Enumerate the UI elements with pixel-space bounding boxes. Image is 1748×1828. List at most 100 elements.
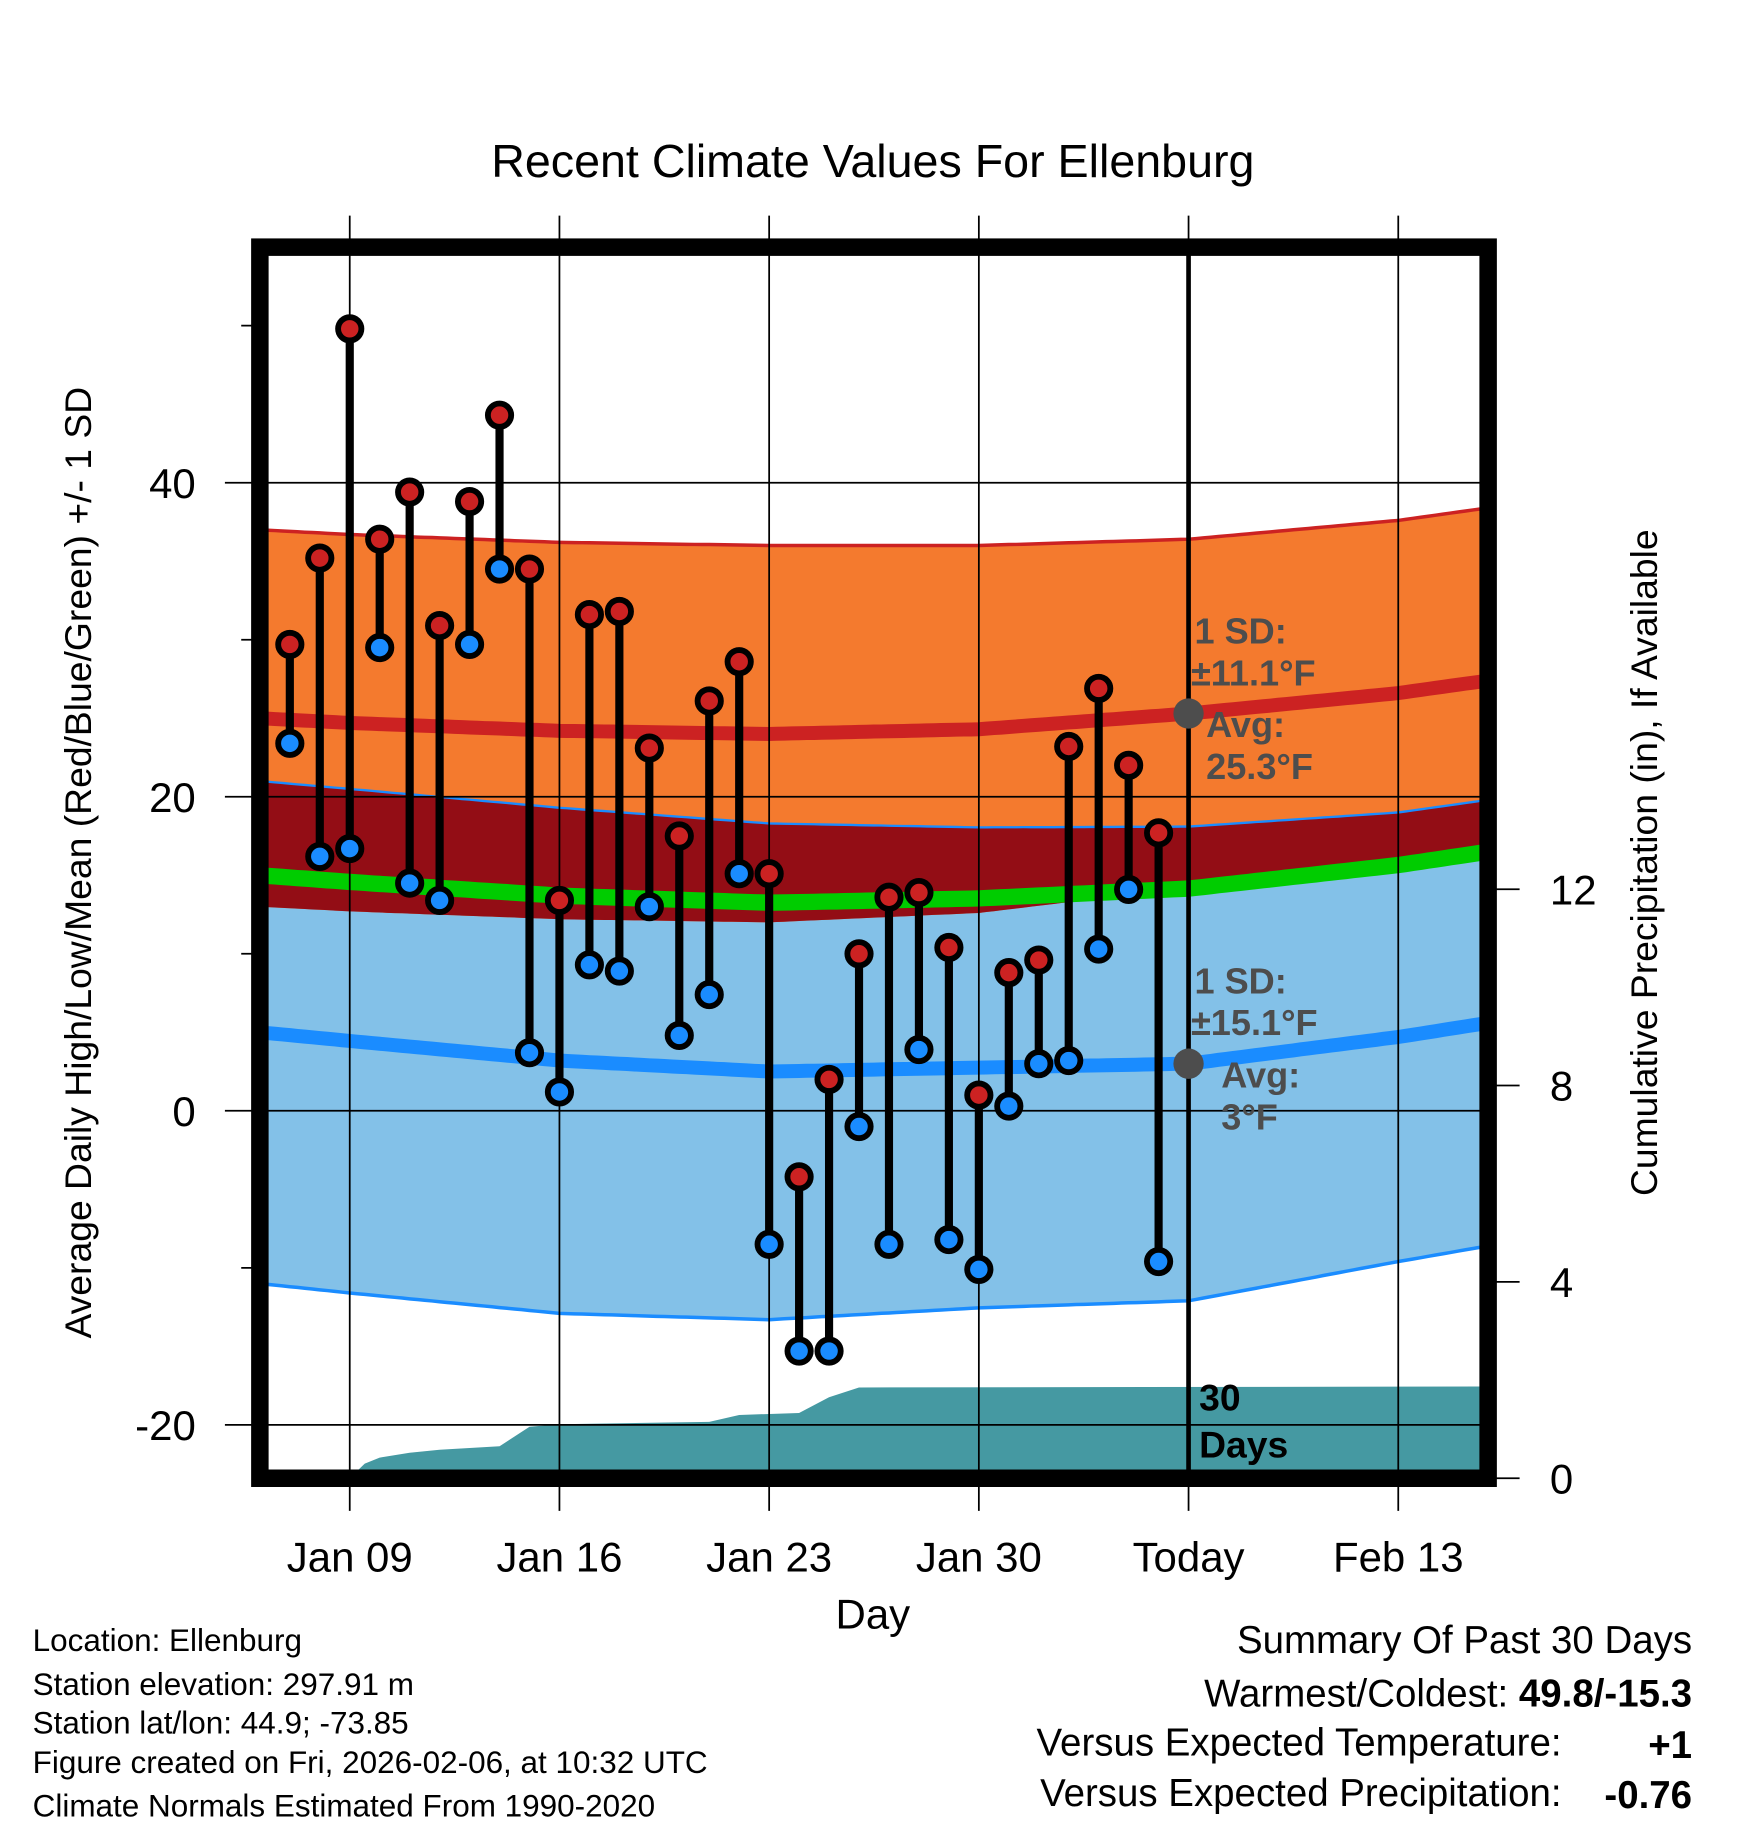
daily-low-point xyxy=(814,1336,844,1366)
daily-low-point xyxy=(1054,1045,1084,1076)
daily-high-point xyxy=(484,400,515,430)
daily-low-point xyxy=(994,1091,1024,1121)
daily-high-point xyxy=(1024,945,1054,975)
warmest-coldest-value: 49.8/-15.3 xyxy=(1519,1673,1692,1716)
daily-high-point xyxy=(574,600,604,630)
low-avg-value: 3°F xyxy=(1221,1097,1278,1138)
daily-low-point xyxy=(724,859,754,889)
daily-high-point xyxy=(425,611,455,641)
daily-high-point xyxy=(904,877,934,908)
observed-series xyxy=(275,314,1204,1366)
daily-high-point xyxy=(514,554,545,584)
daily-high-point xyxy=(994,958,1024,988)
location-text: Location: Ellenburg xyxy=(33,1623,302,1658)
x-tick-label: Feb 13 xyxy=(1333,1534,1464,1581)
y2-axis-title: Cumulative Precipitation (in), If Availa… xyxy=(1623,529,1665,1196)
daily-high-point xyxy=(1114,750,1144,780)
chart-title: Recent Climate Values For Ellenburg xyxy=(491,135,1254,187)
daily-high-point xyxy=(1084,673,1114,703)
daily-high-point xyxy=(455,486,485,517)
high-avg-label: Avg: xyxy=(1206,704,1285,745)
daily-low-point xyxy=(934,1224,964,1255)
normal-bands xyxy=(268,507,1480,1471)
latlon-text: Station lat/lon: 44.9; -73.85 xyxy=(33,1706,409,1741)
daily-high-point xyxy=(634,733,664,763)
x-axis-title: Day xyxy=(836,1591,911,1638)
daily-high-point xyxy=(305,543,335,573)
daily-low-point xyxy=(754,1229,784,1259)
low-sd-label: 1 SD: xyxy=(1194,960,1286,1001)
high-avg-value: 25.3°F xyxy=(1206,746,1313,787)
daily-high-point xyxy=(694,686,724,716)
daily-high-point xyxy=(604,596,634,627)
daily-low-point xyxy=(305,841,335,871)
x-tick-label: Jan 30 xyxy=(916,1534,1042,1581)
x-tick-label: Jan 23 xyxy=(706,1534,832,1581)
precip-anomaly-value: -0.76 xyxy=(1604,1774,1692,1817)
low-sd-value: ±15.1°F xyxy=(1191,1002,1318,1043)
daily-low-point xyxy=(514,1038,545,1068)
daily-low-point xyxy=(634,892,664,922)
daily-low-point xyxy=(844,1111,874,1142)
daily-low-point xyxy=(964,1254,994,1284)
temp-anomaly-label: Versus Expected Temperature: xyxy=(1037,1722,1562,1765)
daily-high-point xyxy=(814,1064,844,1094)
low-avg-label: Avg: xyxy=(1221,1055,1300,1096)
daily-low-point xyxy=(455,629,485,660)
daily-low-point xyxy=(1114,874,1144,904)
daily-high-point xyxy=(784,1162,814,1192)
low-lower-line xyxy=(268,1245,1480,1322)
daily-low-point xyxy=(335,833,365,864)
y-tick-label: 20 xyxy=(149,774,196,821)
daily-low-point xyxy=(365,633,395,663)
daily-high-point xyxy=(754,859,784,889)
station-info: Location: Ellenburg Station elevation: 2… xyxy=(33,1623,708,1824)
y-tick-label: -20 xyxy=(135,1402,196,1449)
daily-high-point xyxy=(664,821,694,851)
precip-area xyxy=(358,1386,1480,1471)
y2-tick-label: 4 xyxy=(1550,1259,1573,1306)
daily-low-point xyxy=(694,980,724,1010)
daily-high-point xyxy=(964,1080,994,1110)
annotations: 1 SD: ±11.1°F Avg: 25.3°F 1 SD: ±15.1°F … xyxy=(1191,611,1318,1466)
daily-low-point xyxy=(784,1336,814,1366)
summary-heading: Summary Of Past 30 Days xyxy=(1237,1619,1692,1662)
daily-low-point xyxy=(1084,934,1114,964)
y-tick-label: 0 xyxy=(172,1088,195,1135)
elevation-text: Station elevation: 297.91 m xyxy=(33,1667,414,1702)
y2-tick-label: 12 xyxy=(1550,866,1597,913)
created-text: Figure created on Fri, 2026-02-06, at 10… xyxy=(33,1745,708,1780)
plot-frame xyxy=(251,238,1497,1487)
x-tick-label: Jan 16 xyxy=(496,1534,622,1581)
high-mean-line xyxy=(268,674,1480,741)
daily-low-point xyxy=(874,1229,904,1259)
high-sd-value: ±11.1°F xyxy=(1191,652,1316,693)
warmest-coldest: Warmest/Coldest: 49.8/-15.3 xyxy=(1204,1673,1692,1716)
temp-anomaly-value: +1 xyxy=(1648,1724,1692,1767)
daily-high-point xyxy=(844,939,874,969)
daily-low-point xyxy=(484,554,515,584)
low-mean-line xyxy=(268,1017,1480,1079)
high-sd-label: 1 SD: xyxy=(1194,611,1286,652)
daily-high-point xyxy=(544,885,575,915)
warmest-coldest-label: Warmest/Coldest: xyxy=(1204,1673,1519,1716)
today-high-avg-marker xyxy=(1173,698,1204,729)
precip-days-number: 30 xyxy=(1199,1377,1240,1419)
y-tick-label: 40 xyxy=(149,460,196,507)
daily-high-point xyxy=(934,932,964,963)
low-upper-line xyxy=(268,780,1480,829)
y2-tick-label: 8 xyxy=(1550,1063,1573,1110)
daily-low-point xyxy=(604,956,634,986)
daily-high-point xyxy=(1144,818,1174,848)
normals-text: Climate Normals Estimated From 1990-2020 xyxy=(33,1788,655,1823)
summary-panel: Summary Of Past 30 Days Warmest/Coldest:… xyxy=(1037,1619,1693,1817)
avg-mean-line xyxy=(268,844,1480,911)
y2-tick-label: 0 xyxy=(1550,1455,1573,1502)
axis-ticks: Jan 09 Jan 16 Jan 23 Jan 30 Today Feb 1340200… xyxy=(135,460,1596,1581)
today-low-avg-marker xyxy=(1173,1048,1204,1079)
daily-high-point xyxy=(335,314,365,344)
daily-low-point xyxy=(664,1020,694,1051)
daily-low-point xyxy=(544,1077,575,1107)
high-upper-line xyxy=(268,507,1480,548)
